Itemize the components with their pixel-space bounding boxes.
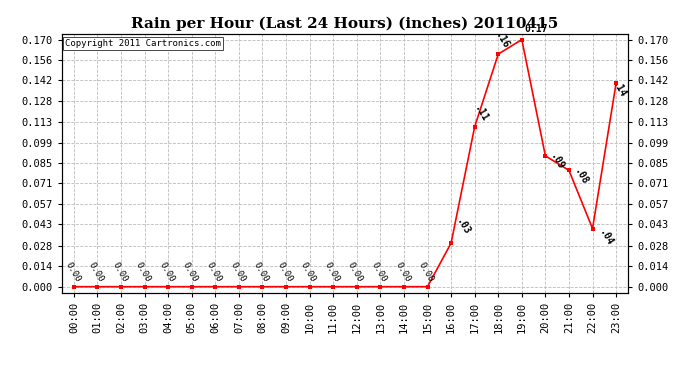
Text: 0.00: 0.00 bbox=[299, 261, 317, 284]
Text: 0.00: 0.00 bbox=[393, 261, 412, 284]
Text: 0.00: 0.00 bbox=[134, 261, 152, 284]
Text: 0.00: 0.00 bbox=[110, 261, 129, 284]
Text: .09: .09 bbox=[548, 152, 566, 172]
Text: 0.00: 0.00 bbox=[228, 261, 247, 284]
Text: 0.17: 0.17 bbox=[524, 24, 548, 34]
Text: 0.00: 0.00 bbox=[157, 261, 176, 284]
Text: .08: .08 bbox=[572, 167, 589, 187]
Title: Rain per Hour (Last 24 Hours) (inches) 20110415: Rain per Hour (Last 24 Hours) (inches) 2… bbox=[131, 17, 559, 31]
Text: 0.00: 0.00 bbox=[346, 261, 365, 284]
Text: 0.00: 0.00 bbox=[322, 261, 341, 284]
Text: .16: .16 bbox=[493, 31, 510, 51]
Text: 0.00: 0.00 bbox=[63, 261, 82, 284]
Text: .03: .03 bbox=[454, 217, 471, 237]
Text: .14: .14 bbox=[611, 80, 628, 100]
Text: 0.00: 0.00 bbox=[252, 261, 270, 284]
Text: .11: .11 bbox=[472, 104, 489, 124]
Text: 0.00: 0.00 bbox=[370, 261, 388, 284]
Text: .04: .04 bbox=[597, 228, 614, 248]
Text: 0.00: 0.00 bbox=[417, 261, 435, 284]
Text: 0.00: 0.00 bbox=[87, 261, 106, 284]
Text: 0.00: 0.00 bbox=[205, 261, 224, 284]
Text: Copyright 2011 Cartronics.com: Copyright 2011 Cartronics.com bbox=[65, 39, 221, 48]
Text: 0.00: 0.00 bbox=[181, 261, 199, 284]
Text: 0.00: 0.00 bbox=[275, 261, 294, 284]
